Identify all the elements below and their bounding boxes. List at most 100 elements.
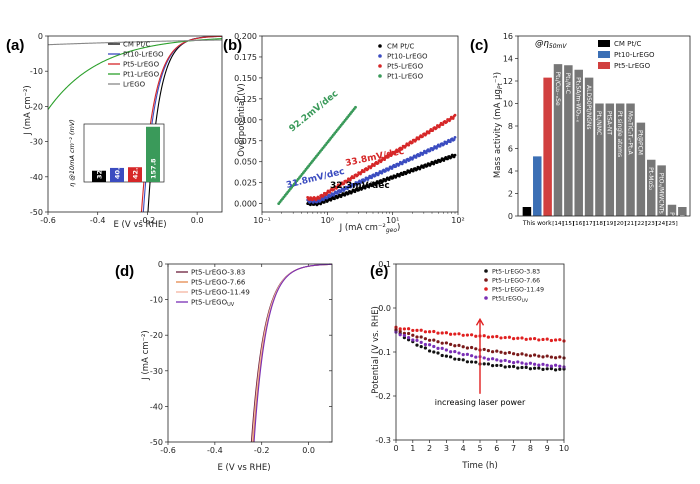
x-tick-label: [23] <box>646 221 657 227</box>
data-point <box>423 337 427 341</box>
data-point <box>537 366 541 370</box>
data-point <box>419 340 423 344</box>
data-point <box>554 338 558 342</box>
data-point <box>444 348 448 352</box>
bar-label: Pt₁/NMC <box>595 111 602 135</box>
bar-label: Pt-MoS₂ <box>647 167 654 191</box>
bar <box>564 65 573 216</box>
legend-swatch <box>598 40 610 47</box>
data-point <box>444 341 448 345</box>
data-point <box>342 182 346 186</box>
data-point <box>325 196 329 200</box>
legend-entry: Pt5-LrEGO-3.83 <box>492 269 540 276</box>
data-point <box>418 153 422 157</box>
y-tick-label: 0.125 <box>234 95 257 104</box>
bar-label: Pt/def-WO₃@CFC <box>678 214 685 264</box>
data-point <box>549 355 554 359</box>
bar-label: Pt@PCM <box>637 130 644 155</box>
laser-power-arrowhead <box>475 317 485 326</box>
data-point <box>424 151 428 155</box>
data-point <box>436 351 440 355</box>
y-tick-label: 0.050 <box>234 158 257 167</box>
data-point <box>528 361 533 365</box>
data-point <box>383 158 386 161</box>
x-tick-label: This work <box>522 220 552 227</box>
data-point <box>449 355 453 359</box>
panel-d-xlabel: E (V vs RHE) <box>217 463 270 473</box>
data-point <box>428 330 432 334</box>
bar <box>657 165 666 216</box>
x-tick-label: 0.0 <box>191 216 204 225</box>
data-point <box>318 196 322 200</box>
data-point <box>432 329 436 334</box>
inset-bar <box>110 167 124 182</box>
y-tick-label: -10 <box>30 67 43 76</box>
data-point <box>428 149 432 153</box>
inset-bar <box>92 170 106 182</box>
x-tick-label: 7 <box>511 444 516 453</box>
data-point <box>533 336 537 341</box>
data-point <box>415 338 419 343</box>
data-point <box>391 176 395 180</box>
data-point <box>402 327 406 331</box>
data-point <box>537 338 541 342</box>
data-point <box>554 363 558 367</box>
data-point <box>495 349 499 353</box>
data-point <box>470 354 474 358</box>
data-point <box>461 358 465 362</box>
bar <box>584 77 594 216</box>
data-point <box>421 135 424 138</box>
data-point <box>423 330 427 334</box>
panel-c-title: @η50mV <box>535 39 567 50</box>
data-point <box>428 349 432 353</box>
legend-entry: Pt5-LrEGO-3.83 <box>191 269 245 277</box>
inset-bar <box>128 167 142 182</box>
y-tick-label: -20 <box>150 331 163 340</box>
data-point <box>520 365 524 370</box>
data-point <box>482 347 486 352</box>
data-point <box>441 123 445 126</box>
data-point <box>436 340 440 344</box>
data-point <box>428 338 432 342</box>
data-point <box>541 337 545 342</box>
data-point <box>528 354 533 358</box>
data-point <box>428 343 432 347</box>
y-tick-label: 0.100 <box>234 116 257 125</box>
data-point <box>398 333 402 337</box>
panel-e: (e) Potential (V vs. RHE) Time (h) 0 1 2 3 4… <box>370 260 569 471</box>
data-point <box>503 365 507 369</box>
inset-bar-label: 157.8 <box>150 158 158 179</box>
bar <box>595 103 604 216</box>
legend-swatch <box>484 287 488 291</box>
y-tick-label: -0.1 <box>375 348 391 357</box>
panel-a-ylabel: J (mA cm⁻²) <box>23 85 33 136</box>
x-tick-label: 6 <box>494 444 499 453</box>
legend-entry: Pt5-LrEGOUV <box>191 299 235 309</box>
legend-swatch <box>484 296 488 300</box>
legend-entry: LrEGO <box>123 81 146 89</box>
bar <box>667 204 677 216</box>
data-point <box>449 342 453 346</box>
bar-label: Pt₁/N-C <box>564 73 571 94</box>
slope-annotation: 92.2mV/dec <box>288 89 341 134</box>
panel-b-xlabel: J (mA cm⁻²geo) <box>339 223 401 234</box>
x-tick-label: -0.6 <box>160 446 176 455</box>
legend-entry: CM Pt/C <box>614 40 641 48</box>
data-point <box>507 335 511 339</box>
y-tick-label: -40 <box>30 173 43 182</box>
data-point <box>440 353 444 358</box>
data-point <box>407 336 411 340</box>
x-tick-label: 10⁰ <box>321 216 334 225</box>
data-point <box>357 188 361 192</box>
data-point <box>486 349 490 353</box>
data-point <box>384 169 387 173</box>
y-tick-label: 0.000 <box>234 200 257 209</box>
data-point <box>367 185 371 189</box>
data-point <box>486 335 490 339</box>
data-point <box>411 328 415 333</box>
x-tick-label: [20] <box>614 221 625 227</box>
data-point <box>407 327 411 331</box>
x-tick-label: [22] <box>635 221 646 227</box>
x-tick-label: 10⁻¹ <box>253 216 271 225</box>
